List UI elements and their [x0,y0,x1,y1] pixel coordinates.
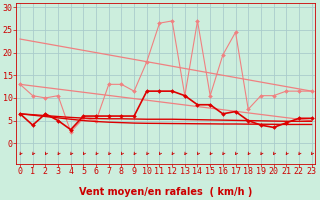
X-axis label: Vent moyen/en rafales  ( km/h ): Vent moyen/en rafales ( km/h ) [79,187,252,197]
